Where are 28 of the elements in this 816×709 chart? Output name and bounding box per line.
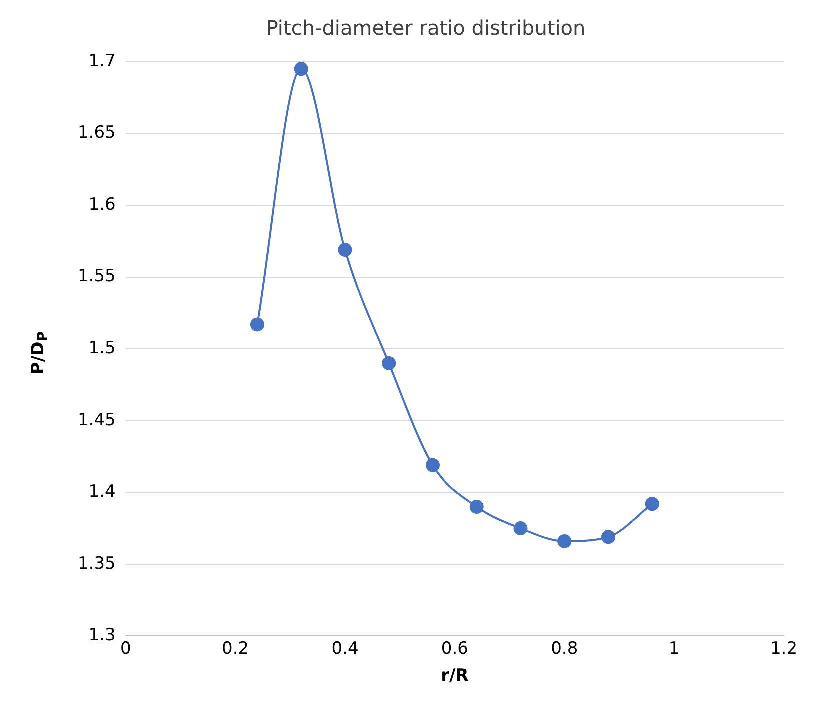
x-tick-label: 1	[668, 638, 680, 659]
x-tick-label: 0.2	[222, 638, 250, 659]
x-tick-label: 0.8	[551, 638, 578, 659]
x-tick-label: 0	[120, 638, 132, 659]
x-axis-title: r/R	[441, 666, 469, 686]
x-tick-label: 1.2	[770, 638, 798, 659]
y-tick-label: 1.3	[88, 626, 116, 646]
point	[558, 534, 572, 548]
y-tick-label: 1.55	[78, 266, 116, 287]
y-tick-label: 1.45	[78, 410, 116, 430]
y-tick-label: 1.65	[78, 123, 116, 144]
point	[470, 500, 484, 514]
point	[426, 458, 440, 472]
y-tick-label: 1.7	[88, 51, 116, 72]
point	[382, 356, 396, 370]
y-tick-label: 1.4	[88, 482, 116, 502]
point	[601, 530, 616, 544]
point	[294, 62, 308, 76]
y-tick-label: 1.6	[88, 194, 116, 215]
x-tick-label: 0.4	[332, 638, 359, 659]
y-tick-label: 1.35	[78, 554, 116, 574]
chart-title: Pitch-diameter ratio distribution	[266, 16, 586, 40]
point	[338, 243, 352, 258]
point	[514, 522, 528, 536]
point	[645, 497, 660, 512]
y-tick-label: 1.5	[88, 338, 116, 359]
x-tick-label: 0.6	[441, 638, 468, 659]
point	[250, 318, 264, 332]
